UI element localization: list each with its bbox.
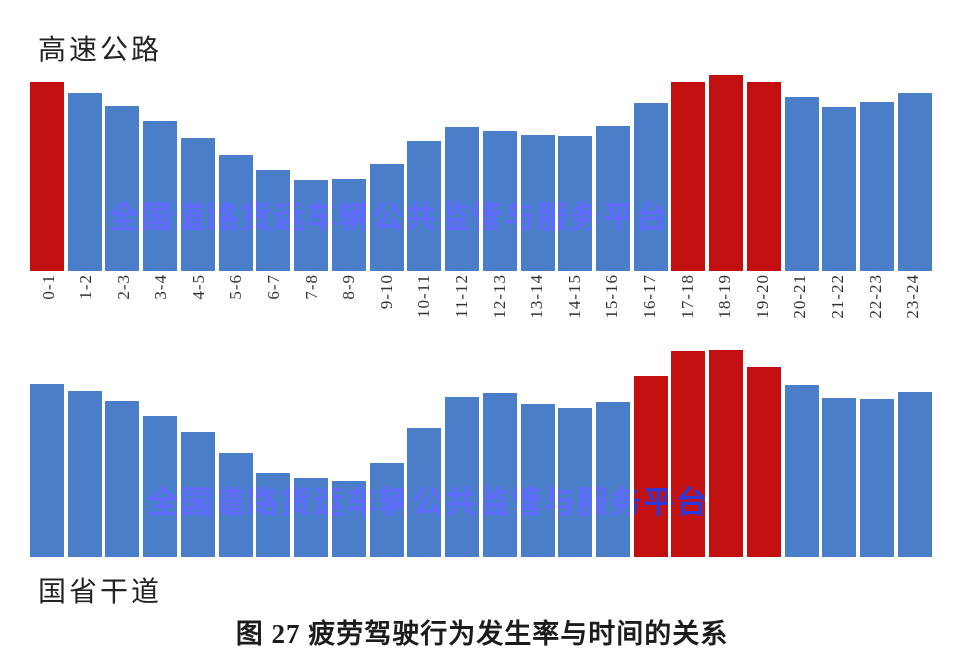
x-axis-label-14-15: 14-15 (564, 274, 584, 319)
x-axis-label-17-18: 17-18 (677, 274, 697, 319)
bar-13-14 (520, 404, 555, 557)
x-axis-label-22-23: 22-23 (865, 274, 885, 319)
highway-x-axis-labels: 0-1 1-2 2-3 3-4 4-5 5-6 6-7 7-8 8-9 9-10 10-11 11-1… (30, 274, 932, 334)
bar-22-23 (860, 102, 895, 271)
bar-12-13 (482, 393, 517, 557)
x-axis-label-10-11: 10-11 (414, 274, 434, 319)
bar-7-8 (294, 478, 329, 557)
x-axis-label-12-13: 12-13 (489, 274, 509, 319)
x-axis-label-23-24: 23-24 (903, 274, 923, 319)
bar-23-24 (897, 392, 932, 557)
bar-4-5 (180, 432, 215, 557)
bar-10-11 (407, 141, 442, 271)
figure-caption: 图 27 疲劳驾驶行为发生率与时间的关系 (235, 619, 729, 649)
bar-0-1 (30, 384, 64, 557)
x-axis-label-1-2: 1-2 (76, 274, 96, 300)
bar-21-22 (822, 107, 857, 271)
x-axis-label-3-4: 3-4 (151, 274, 171, 300)
bar-23-24 (897, 93, 932, 271)
bar-9-10 (369, 164, 404, 271)
bar-17-18 (671, 351, 706, 557)
x-axis-label-11-12: 11-12 (452, 274, 472, 319)
trunk-road-plot-area (30, 350, 932, 557)
x-axis-label-7-8: 7-8 (301, 274, 321, 300)
bar-5-6 (218, 453, 253, 557)
x-axis-label-0-1: 0-1 (38, 274, 58, 300)
bar-1-2 (67, 93, 102, 271)
x-axis-label-6-7: 6-7 (264, 274, 284, 300)
bar-2-3 (105, 106, 140, 271)
bar-6-7 (256, 170, 291, 271)
bar-4-5 (180, 138, 215, 271)
x-axis-label-8-9: 8-9 (339, 274, 359, 300)
bar-18-19 (709, 75, 744, 271)
bar-19-20 (746, 82, 781, 271)
x-axis-label-5-6: 5-6 (226, 274, 246, 300)
x-axis-label-18-19: 18-19 (715, 274, 735, 319)
bar-8-9 (331, 179, 366, 271)
bar-22-23 (860, 399, 895, 557)
bar-0-1 (30, 82, 64, 271)
bar-18-19 (709, 350, 744, 557)
bar-14-15 (558, 136, 593, 271)
bar-9-10 (369, 463, 404, 557)
bar-17-18 (671, 82, 706, 271)
bar-3-4 (143, 121, 178, 271)
x-axis-label-4-5: 4-5 (188, 274, 208, 300)
x-axis-label-21-22: 21-22 (827, 274, 847, 319)
bar-16-17 (633, 103, 668, 271)
highway-plot-area (30, 74, 932, 271)
bar-11-12 (445, 127, 480, 271)
bar-15-16 (596, 126, 631, 271)
bar-14-15 (558, 408, 593, 557)
bar-13-14 (520, 135, 555, 271)
bar-20-21 (784, 385, 819, 557)
bar-3-4 (143, 416, 178, 557)
x-axis-label-13-14: 13-14 (527, 274, 547, 319)
bar-8-9 (331, 481, 366, 557)
bar-12-13 (482, 131, 517, 271)
x-axis-label-19-20: 19-20 (752, 274, 772, 319)
bar-10-11 (407, 428, 442, 557)
x-axis-label-20-21: 20-21 (790, 274, 810, 319)
bar-7-8 (294, 180, 329, 271)
x-axis-label-16-17: 16-17 (640, 274, 659, 319)
bar-15-16 (596, 402, 631, 557)
bar-1-2 (67, 391, 102, 557)
x-axis-label-2-3: 2-3 (113, 274, 133, 300)
bar-6-7 (256, 473, 291, 557)
bar-21-22 (822, 398, 857, 557)
bar-5-6 (218, 155, 253, 271)
trunk-road-chart-title: 国省干道 (38, 577, 163, 608)
bar-11-12 (445, 397, 480, 557)
bar-20-21 (784, 97, 819, 271)
highway-chart-title: 高速公路 (38, 35, 163, 66)
x-axis-label-9-10: 9-10 (376, 274, 396, 310)
bar-19-20 (746, 367, 781, 557)
bar-16-17 (633, 376, 668, 557)
bar-2-3 (105, 401, 140, 557)
x-axis-label-15-16: 15-16 (602, 274, 622, 319)
